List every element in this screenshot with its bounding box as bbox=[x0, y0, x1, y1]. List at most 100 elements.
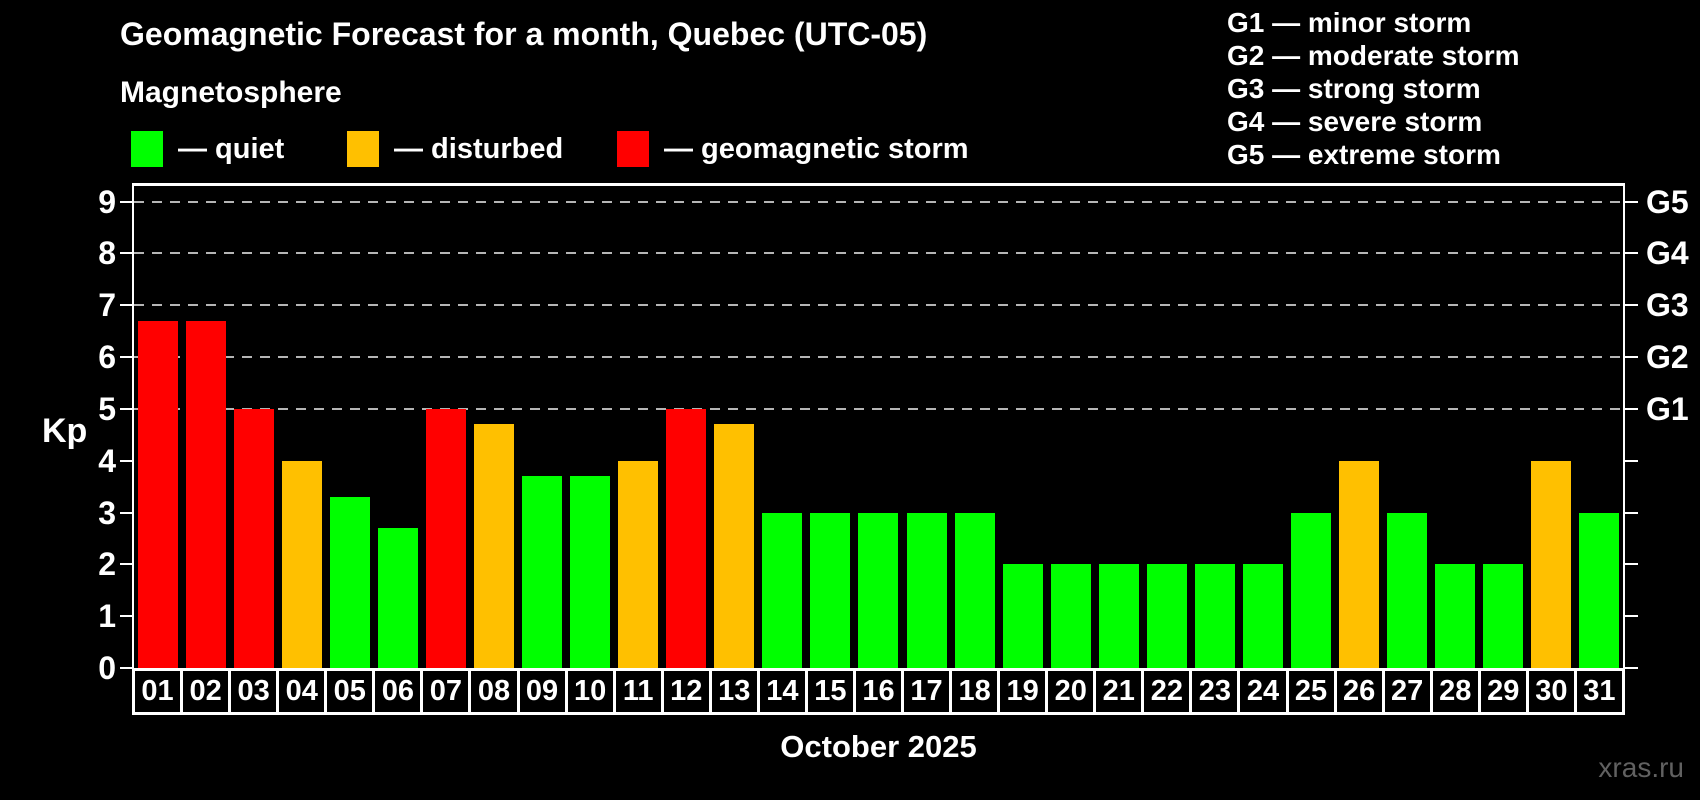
plot-area bbox=[132, 183, 1625, 668]
y-tick-left-4 bbox=[120, 459, 132, 462]
bar-day-25 bbox=[1290, 512, 1331, 668]
bar-day-29 bbox=[1482, 564, 1523, 668]
bar-slot-day-14 bbox=[758, 186, 806, 668]
g-axis-label-G2: G2 bbox=[1646, 339, 1689, 376]
y-axis-ticks-right bbox=[1625, 183, 1638, 669]
y-tick-label-8: 8 bbox=[98, 235, 116, 272]
bar-day-24 bbox=[1242, 564, 1283, 668]
day-label-04: 04 bbox=[279, 671, 328, 712]
bar-day-09 bbox=[522, 476, 563, 668]
day-label-05: 05 bbox=[327, 671, 376, 712]
y-axis-title: Kp bbox=[42, 412, 88, 450]
bar-slot-day-11 bbox=[614, 186, 662, 668]
y-tick-right-2 bbox=[1625, 563, 1638, 566]
g-legend-line-1: G1 — minor storm bbox=[1227, 7, 1472, 38]
g-legend-line-4: G4 — severe storm bbox=[1227, 106, 1483, 137]
storm-color-swatch bbox=[617, 131, 649, 167]
y-tick-label-1: 1 bbox=[98, 598, 116, 635]
g-legend-line-2: G2 — moderate storm bbox=[1227, 40, 1520, 71]
g-legend-line-3: G3 — strong storm bbox=[1227, 73, 1481, 104]
bar-slot-day-27 bbox=[1383, 186, 1431, 668]
day-label-25: 25 bbox=[1289, 671, 1337, 712]
gridline-kp6 bbox=[134, 356, 1623, 359]
y-tick-left-5 bbox=[120, 407, 132, 410]
day-label-15: 15 bbox=[808, 671, 856, 712]
g-axis-label-G5: G5 bbox=[1646, 183, 1689, 220]
y-tick-right-4 bbox=[1625, 459, 1638, 462]
bar-slot-day-09 bbox=[518, 186, 566, 668]
day-label-10: 10 bbox=[568, 671, 616, 712]
y-tick-label-7: 7 bbox=[98, 287, 116, 324]
y-tick-label-6: 6 bbox=[98, 339, 116, 376]
y-tick-label-2: 2 bbox=[98, 546, 116, 583]
y-tick-left-8 bbox=[120, 252, 132, 255]
day-label-08: 08 bbox=[471, 671, 520, 712]
bar-day-31 bbox=[1578, 512, 1619, 668]
bar-day-18 bbox=[954, 512, 995, 668]
bar-day-06 bbox=[378, 528, 419, 668]
day-label-23: 23 bbox=[1192, 671, 1241, 712]
day-label-26: 26 bbox=[1337, 671, 1385, 712]
g-axis-label-G1: G1 bbox=[1646, 390, 1689, 427]
day-label-16: 16 bbox=[856, 671, 904, 712]
bar-slot-day-22 bbox=[1143, 186, 1191, 668]
bar-slot-day-03 bbox=[230, 186, 278, 668]
day-label-13: 13 bbox=[712, 671, 760, 712]
day-label-18: 18 bbox=[952, 671, 1001, 712]
day-label-02: 02 bbox=[183, 671, 232, 712]
legend-item-disturbed: — disturbed bbox=[347, 129, 563, 169]
bar-slot-day-13 bbox=[710, 186, 758, 668]
chart-title: Geomagnetic Forecast for a month, Quebec… bbox=[120, 16, 928, 52]
y-tick-right-3 bbox=[1625, 511, 1638, 514]
bar-slot-day-19 bbox=[999, 186, 1047, 668]
bar-slot-day-21 bbox=[1095, 186, 1143, 668]
bar-slot-day-08 bbox=[470, 186, 518, 668]
disturbed-color-swatch bbox=[347, 131, 379, 167]
bar-slot-day-29 bbox=[1479, 186, 1527, 668]
bar-day-12 bbox=[666, 408, 707, 668]
bar-day-05 bbox=[330, 497, 371, 668]
bar-slot-day-12 bbox=[662, 186, 710, 668]
bar-day-17 bbox=[906, 512, 947, 668]
day-label-19: 19 bbox=[1000, 671, 1049, 712]
y-tick-label-0: 0 bbox=[98, 650, 116, 686]
g-axis-labels: G1 G2 G3 G4 G5 bbox=[1646, 183, 1700, 668]
bar-day-21 bbox=[1098, 564, 1139, 668]
bar-day-26 bbox=[1338, 460, 1379, 668]
g-scale-legend: G1 — minor storm G2 — moderate storm G3 — … bbox=[1227, 6, 1520, 171]
day-label-30: 30 bbox=[1529, 671, 1577, 712]
bar-day-03 bbox=[234, 408, 275, 668]
bar-day-14 bbox=[762, 512, 803, 668]
y-tick-right-0 bbox=[1625, 667, 1638, 669]
legend-label-disturbed: — disturbed bbox=[394, 132, 564, 165]
bar-slot-day-16 bbox=[854, 186, 902, 668]
legend-label-storm: — geomagnetic storm bbox=[664, 132, 969, 165]
bar-slot-day-25 bbox=[1287, 186, 1335, 668]
y-tick-left-2 bbox=[120, 563, 132, 566]
day-label-29: 29 bbox=[1481, 671, 1529, 712]
y-tick-right-8 bbox=[1625, 252, 1638, 255]
y-tick-right-1 bbox=[1625, 615, 1638, 618]
y-tick-left-0 bbox=[120, 667, 132, 669]
bar-slot-day-01 bbox=[134, 186, 182, 668]
bar-slot-day-06 bbox=[374, 186, 422, 668]
bar-slot-day-31 bbox=[1575, 186, 1623, 668]
legend-item-storm: — geomagnetic storm bbox=[617, 129, 969, 169]
y-tick-label-5: 5 bbox=[98, 390, 116, 427]
day-label-27: 27 bbox=[1385, 671, 1433, 712]
bar-day-30 bbox=[1530, 460, 1571, 668]
gridline-kp8 bbox=[134, 252, 1623, 255]
bar-day-04 bbox=[282, 460, 323, 668]
bar-slot-day-15 bbox=[806, 186, 854, 668]
day-label-22: 22 bbox=[1144, 671, 1193, 712]
bar-day-11 bbox=[618, 460, 659, 668]
bar-day-22 bbox=[1146, 564, 1187, 668]
y-tick-right-5 bbox=[1625, 407, 1638, 410]
g-axis-label-G3: G3 bbox=[1646, 287, 1689, 324]
day-label-31: 31 bbox=[1583, 675, 1616, 707]
x-axis-title: October 2025 bbox=[780, 729, 977, 764]
bar-slot-day-10 bbox=[566, 186, 614, 668]
y-tick-label-9: 9 bbox=[98, 183, 116, 220]
day-label-03: 03 bbox=[231, 671, 280, 712]
bar-day-20 bbox=[1050, 564, 1091, 668]
